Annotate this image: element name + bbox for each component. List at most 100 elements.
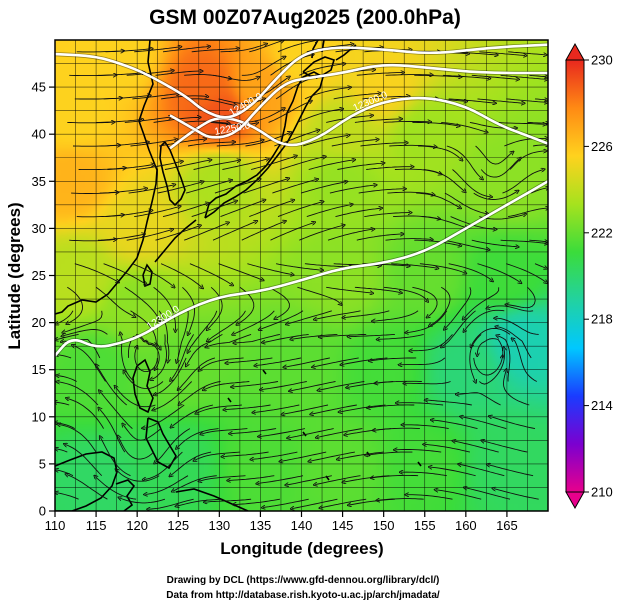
y-tick-label: 0 [39, 504, 46, 519]
streamline [354, 119, 401, 123]
streamline [502, 170, 544, 194]
streamline [243, 179, 288, 194]
streamline [498, 336, 511, 382]
streamline [65, 444, 103, 477]
streamline [103, 96, 150, 100]
streamline [500, 74, 547, 79]
x-tick-label: 160 [455, 518, 477, 533]
streamline [534, 263, 546, 269]
streamline [214, 179, 259, 194]
y-tick-label: 35 [32, 174, 46, 189]
colorbar-tick-label: 226 [591, 139, 613, 154]
streamline [134, 207, 179, 218]
streamline [400, 357, 446, 365]
streamline [304, 87, 350, 100]
streamline [254, 404, 300, 413]
streamline [297, 286, 340, 304]
streamline [490, 417, 536, 430]
streamline [67, 475, 108, 500]
streamline [342, 357, 388, 365]
streamline [471, 327, 511, 346]
streamline [189, 98, 236, 106]
streamline [403, 425, 449, 430]
streamline [480, 159, 520, 178]
streamline [356, 234, 403, 241]
streamline [64, 310, 103, 333]
streamline [177, 428, 219, 448]
streamline [59, 424, 97, 453]
streamline [395, 450, 442, 453]
streamline [446, 145, 482, 179]
streamline [297, 109, 341, 123]
streamline [132, 94, 178, 100]
streamline [182, 286, 195, 334]
streamline [115, 387, 156, 408]
streamline [227, 357, 273, 363]
streamline [223, 451, 269, 457]
streamline [477, 338, 504, 358]
streamline [320, 333, 367, 337]
streamline [191, 48, 238, 53]
streamline [411, 334, 453, 350]
streamline [488, 306, 534, 312]
streamline [225, 404, 271, 410]
coastline-sulawesi [115, 479, 136, 511]
colorbar-top-cap [565, 42, 585, 61]
streamline [335, 208, 381, 218]
streamline [425, 444, 471, 453]
streamline [101, 142, 148, 147]
streamline [477, 263, 521, 283]
streamline [358, 189, 405, 194]
streamline [200, 357, 244, 370]
streamline [310, 451, 355, 461]
streamline [260, 310, 304, 330]
streamline [281, 451, 327, 461]
streamline [120, 498, 166, 504]
colorbar-tick-label: 230 [591, 53, 613, 68]
streamline [327, 229, 373, 241]
streamline [241, 57, 284, 76]
y-axis-ticks: 0 5 10 15 20 25 30 35 40 45 [32, 80, 55, 519]
streamline [349, 333, 395, 336]
colorbar-tick-label: 222 [591, 225, 613, 240]
streamline [216, 140, 263, 147]
streamline [272, 179, 316, 194]
streamline [423, 169, 465, 192]
streamline [277, 202, 322, 218]
streamline [313, 357, 359, 367]
streamline [401, 472, 447, 477]
streamline [258, 475, 304, 484]
streamline [57, 376, 77, 382]
streamline [270, 223, 314, 241]
streamline [364, 213, 410, 218]
y-tick-label: 30 [32, 221, 46, 236]
streamline [153, 286, 176, 330]
streamline [200, 475, 246, 481]
x-tick-label: 115 [86, 518, 107, 533]
streamline [421, 216, 467, 228]
streamline [502, 370, 530, 406]
streamline [128, 185, 174, 194]
streamline [430, 467, 476, 477]
streamline [124, 117, 171, 123]
streamline [533, 145, 547, 146]
streamline [414, 75, 460, 77]
streamline [126, 230, 172, 241]
streamline [145, 475, 189, 495]
streamline [187, 334, 223, 365]
streamline [469, 334, 482, 381]
streamline [475, 145, 513, 165]
streamline [500, 239, 547, 243]
streamline [191, 201, 236, 218]
streamline [534, 99, 546, 100]
streamline [105, 49, 152, 53]
streamline [383, 286, 428, 301]
streamline [387, 191, 433, 195]
streamline [57, 470, 74, 477]
coastline-hokkaido [302, 56, 335, 77]
y-tick-label: 15 [32, 362, 46, 377]
streamline [504, 138, 546, 147]
streamline [362, 96, 408, 100]
streamline [527, 122, 548, 123]
streamline [107, 165, 153, 170]
